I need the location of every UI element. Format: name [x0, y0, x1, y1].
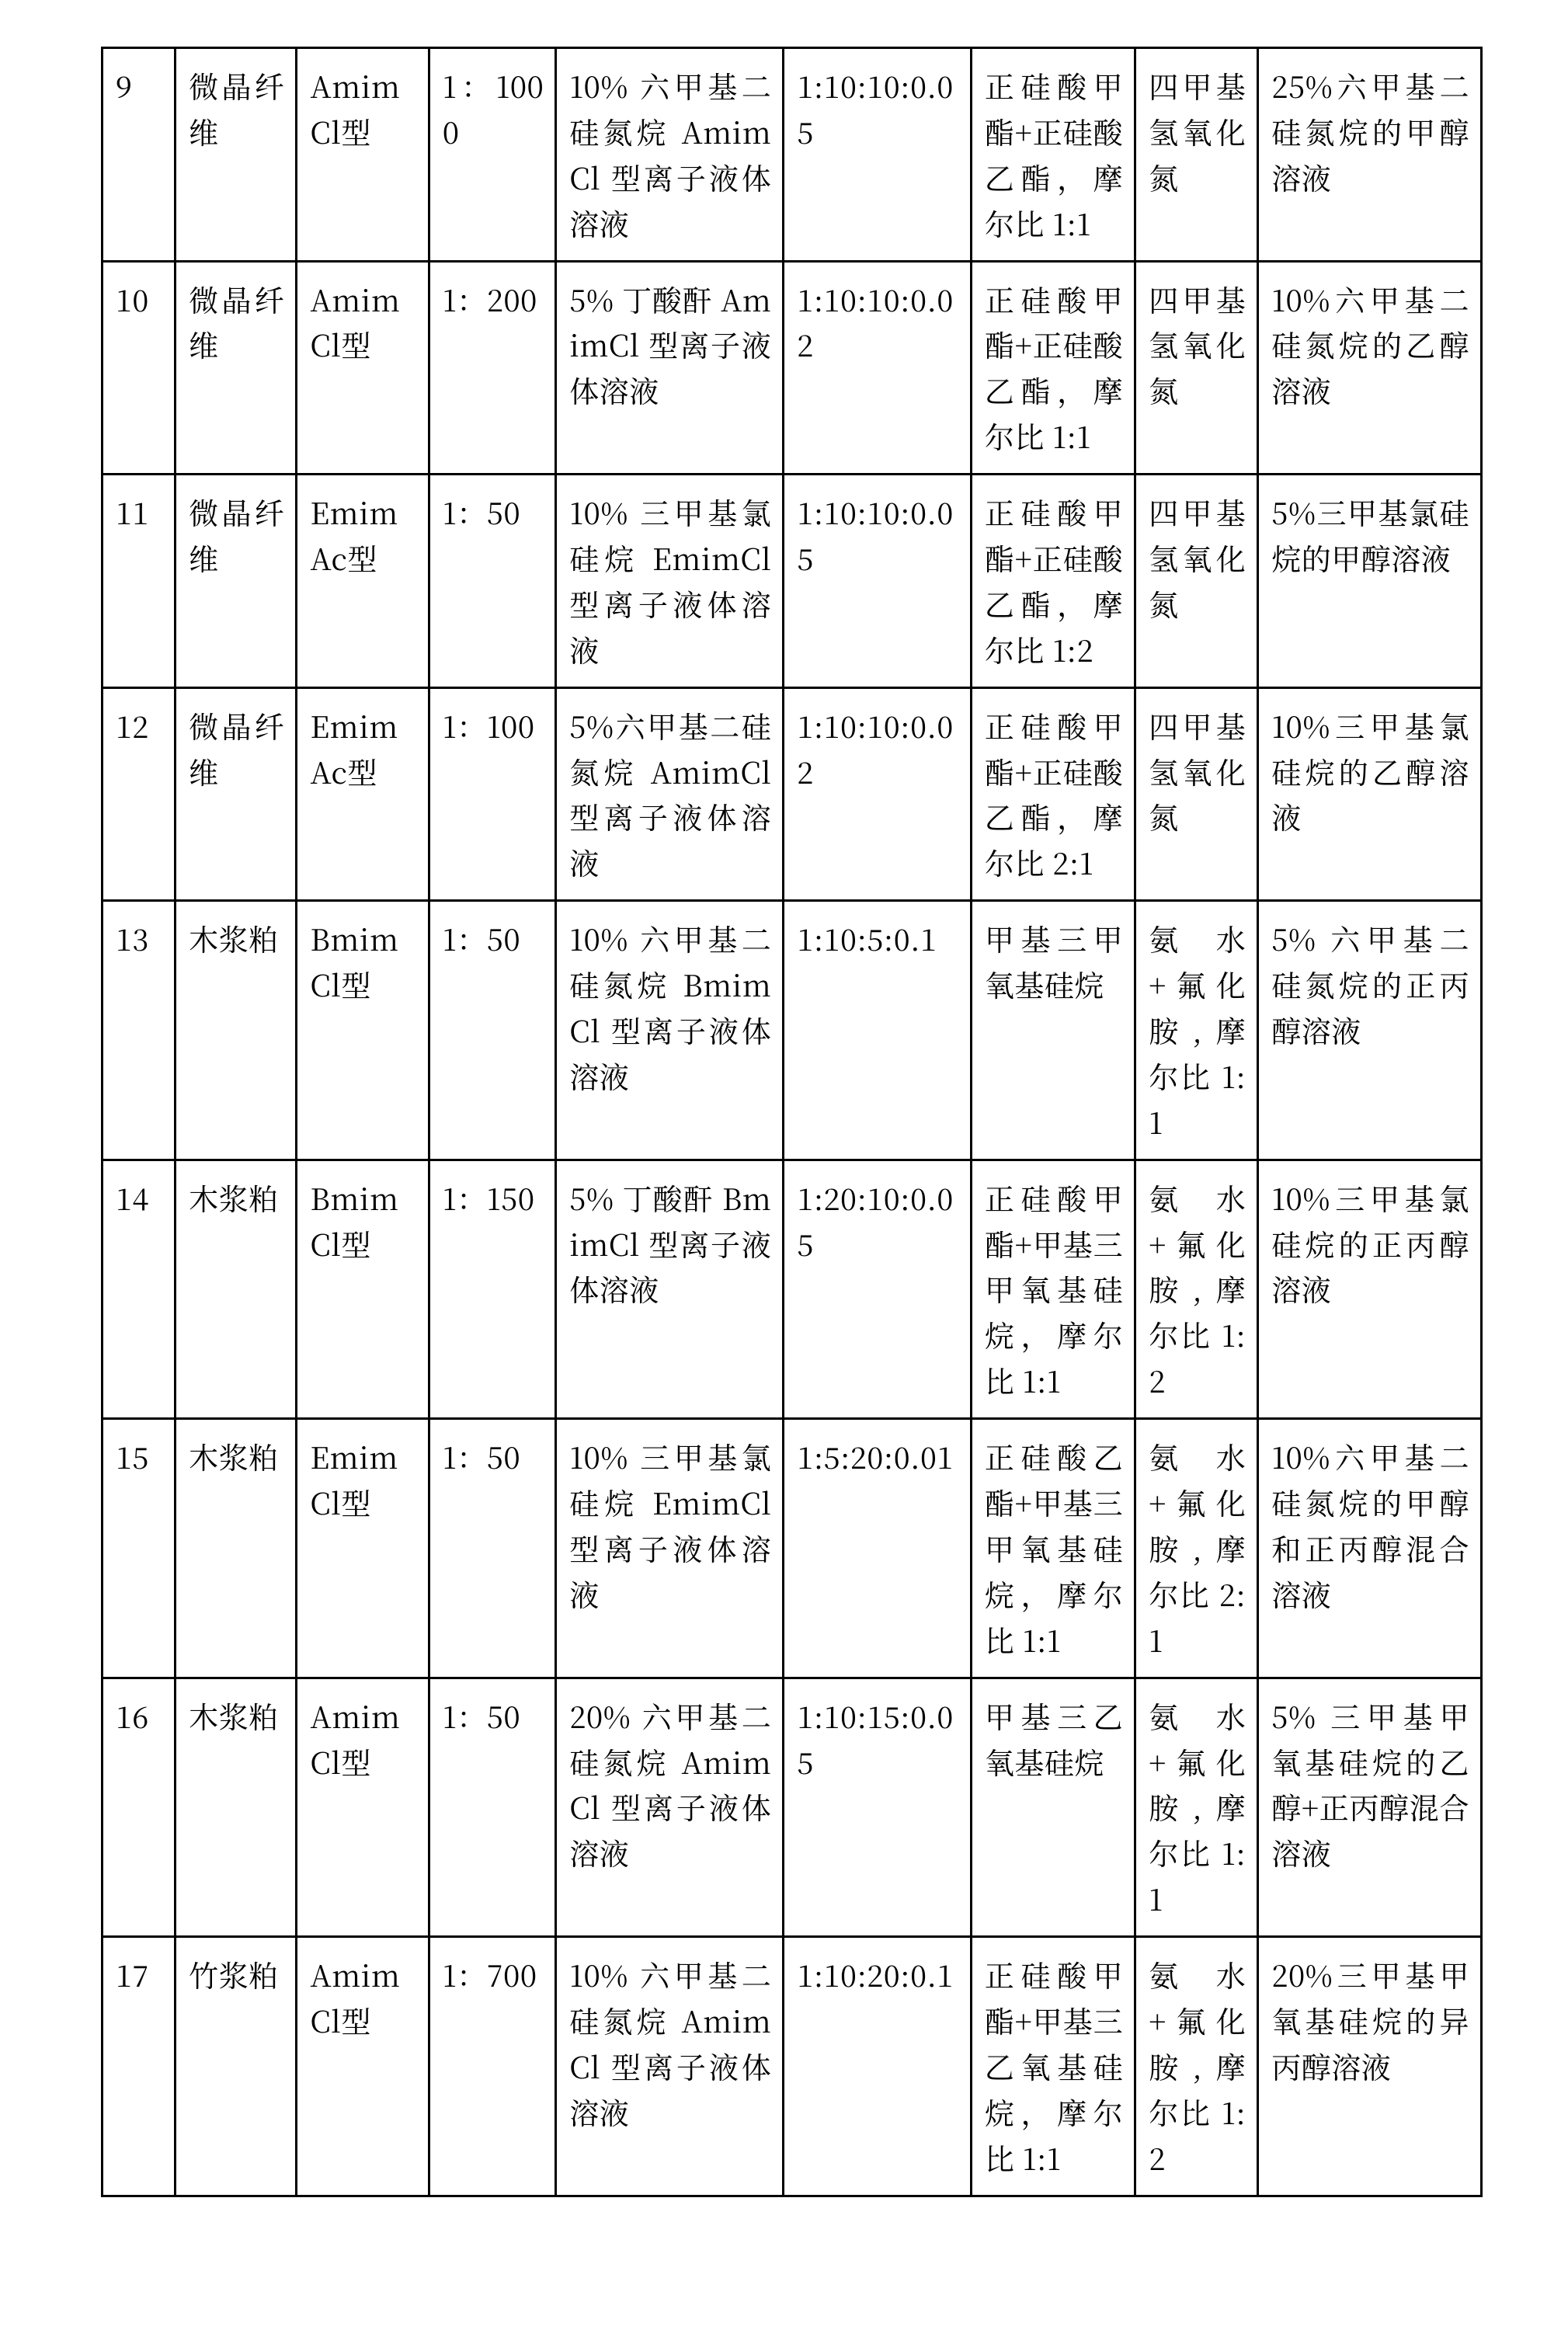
cell-il-type: EmimAc型	[297, 475, 429, 688]
table-row: 16 木浆粕 AmimCl型 1：50 20% 六甲基二硅氮烷 AmimCl 型…	[103, 1678, 1482, 1936]
cell-ratio2: 1:10:5:0.1	[784, 901, 972, 1160]
table-row: 9 微晶纤维 AmimCl型 1：1000 10% 六甲基二硅氮烷 AmimCl…	[103, 48, 1482, 262]
cell-material: 木浆粕	[176, 1160, 297, 1418]
table-row: 15 木浆粕 EmimCl型 1：50 10% 三甲基氯硅烷 EmimCl 型离…	[103, 1419, 1482, 1678]
cell-material: 微晶纤维	[176, 261, 297, 475]
table-row: 17 竹浆粕 AmimCl型 1：700 10% 六甲基二硅氮烷 AmimCl …	[103, 1937, 1482, 2196]
cell-ratio1: 1：150	[429, 1160, 555, 1418]
cell-index: 17	[103, 1937, 176, 2196]
cell-ratio1: 1：200	[429, 261, 555, 475]
cell-ratio2: 1:10:20:0.1	[784, 1937, 972, 2196]
cell-silicate: 正硅酸甲酯+甲基三乙氧基硅烷，摩尔比 1:1	[971, 1937, 1135, 2196]
table-row: 14 木浆粕 BmimCl型 1：150 5% 丁酸酐 BmimCl 型离子液体…	[103, 1160, 1482, 1418]
cell-base: 氨水+氟化胺,摩尔比 1:2	[1135, 1937, 1258, 2196]
cell-index: 12	[103, 687, 176, 901]
cell-silicate: 正硅酸甲酯+正硅酸乙酯，摩尔比 2:1	[971, 687, 1135, 901]
cell-solution: 5% 丁酸酐 AmimCl 型离子液体溶液	[556, 261, 784, 475]
cell-ratio1: 1：50	[429, 1678, 555, 1936]
cell-modifier: 5%三甲基氯硅烷的甲醇溶液	[1258, 475, 1482, 688]
cell-ratio1: 1：50	[429, 1419, 555, 1678]
cell-material: 木浆粕	[176, 1419, 297, 1678]
cell-il-type: EmimCl型	[297, 1419, 429, 1678]
cell-modifier: 5% 三甲基甲氧基硅烷的乙醇+正丙醇混合溶液	[1258, 1678, 1482, 1936]
cell-modifier: 25%六甲基二硅氮烷的甲醇溶液	[1258, 48, 1482, 262]
table-row: 11 微晶纤维 EmimAc型 1：50 10% 三甲基氯硅烷 EmimCl 型…	[103, 475, 1482, 688]
cell-material: 微晶纤维	[176, 475, 297, 688]
table-row: 13 木浆粕 BmimCl型 1：50 10% 六甲基二硅氮烷 BmimCl 型…	[103, 901, 1482, 1160]
cell-solution: 5%六甲基二硅氮烷 AmimCl 型离子液体溶液	[556, 687, 784, 901]
cell-base: 氨水+氟化胺,摩尔比 1:1	[1135, 1678, 1258, 1936]
cell-silicate: 正硅酸甲酯+正硅酸乙酯，摩尔比 1:1	[971, 261, 1135, 475]
cell-ratio1: 1：100	[429, 687, 555, 901]
cell-ratio2: 1:20:10:0.05	[784, 1160, 972, 1418]
cell-il-type: BmimCl型	[297, 1160, 429, 1418]
cell-ratio2: 1:10:15:0.05	[784, 1678, 972, 1936]
cell-base: 四甲基氢氧化氮	[1135, 261, 1258, 475]
table-row: 10 微晶纤维 AmimCl型 1：200 5% 丁酸酐 AmimCl 型离子液…	[103, 261, 1482, 475]
cell-il-type: AmimCl型	[297, 1937, 429, 2196]
cell-modifier: 20%三甲基甲氧基硅烷的异丙醇溶液	[1258, 1937, 1482, 2196]
cell-base: 氨水+氟化胺,摩尔比 1:1	[1135, 901, 1258, 1160]
cell-silicate: 正硅酸甲酯+正硅酸乙酯，摩尔比 1:1	[971, 48, 1135, 262]
cell-material: 木浆粕	[176, 901, 297, 1160]
data-table: 9 微晶纤维 AmimCl型 1：1000 10% 六甲基二硅氮烷 AmimCl…	[101, 47, 1483, 2197]
table-body: 9 微晶纤维 AmimCl型 1：1000 10% 六甲基二硅氮烷 AmimCl…	[103, 48, 1482, 2196]
cell-solution: 10% 六甲基二硅氮烷 BmimCl 型离子液体溶液	[556, 901, 784, 1160]
cell-ratio2: 1:5:20:0.01	[784, 1419, 972, 1678]
cell-modifier: 10%六甲基二硅氮烷的乙醇溶液	[1258, 261, 1482, 475]
cell-index: 15	[103, 1419, 176, 1678]
cell-index: 11	[103, 475, 176, 688]
page: 9 微晶纤维 AmimCl型 1：1000 10% 六甲基二硅氮烷 AmimCl…	[0, 0, 1568, 2330]
cell-solution: 10% 三甲基氯硅烷 EmimCl 型离子液体溶液	[556, 1419, 784, 1678]
cell-modifier: 10%三甲基氯硅烷的正丙醇溶液	[1258, 1160, 1482, 1418]
cell-modifier: 10%六甲基二硅氮烷的甲醇和正丙醇混合溶液	[1258, 1419, 1482, 1678]
cell-ratio2: 1:10:10:0.05	[784, 48, 972, 262]
cell-solution: 20% 六甲基二硅氮烷 AmimCl 型离子液体溶液	[556, 1678, 784, 1936]
cell-il-type: EmimAc型	[297, 687, 429, 901]
cell-base: 四甲基氢氧化氮	[1135, 687, 1258, 901]
cell-ratio1: 1：700	[429, 1937, 555, 2196]
cell-il-type: BmimCl型	[297, 901, 429, 1160]
cell-modifier: 5% 六甲基二硅氮烷的正丙醇溶液	[1258, 901, 1482, 1160]
cell-material: 竹浆粕	[176, 1937, 297, 2196]
cell-solution: 10% 六甲基二硅氮烷 AmimCl 型离子液体溶液	[556, 1937, 784, 2196]
cell-base: 四甲基氢氧化氮	[1135, 48, 1258, 262]
cell-index: 14	[103, 1160, 176, 1418]
cell-index: 9	[103, 48, 176, 262]
cell-solution: 10% 三甲基氯硅烷 EmimCl 型离子液体溶液	[556, 475, 784, 688]
cell-solution: 10% 六甲基二硅氮烷 AmimCl 型离子液体溶液	[556, 48, 784, 262]
cell-base: 四甲基氢氧化氮	[1135, 475, 1258, 688]
cell-silicate: 甲基三甲氧基硅烷	[971, 901, 1135, 1160]
cell-index: 16	[103, 1678, 176, 1936]
cell-silicate: 正硅酸甲酯+甲基三甲氧基硅烷，摩尔比 1:1	[971, 1160, 1135, 1418]
cell-ratio2: 1:10:10:0.02	[784, 261, 972, 475]
cell-material: 微晶纤维	[176, 48, 297, 262]
cell-index: 10	[103, 261, 176, 475]
cell-ratio1: 1：50	[429, 901, 555, 1160]
cell-silicate: 正硅酸乙酯+甲基三甲氧基硅烷，摩尔比 1:1	[971, 1419, 1135, 1678]
cell-base: 氨水+氟化胺,摩尔比 1:2	[1135, 1160, 1258, 1418]
cell-ratio2: 1:10:10:0.05	[784, 475, 972, 688]
cell-ratio2: 1:10:10:0.02	[784, 687, 972, 901]
cell-il-type: AmimCl型	[297, 261, 429, 475]
cell-silicate: 甲基三乙氧基硅烷	[971, 1678, 1135, 1936]
cell-modifier: 10%三甲基氯硅烷的乙醇溶液	[1258, 687, 1482, 901]
cell-solution: 5% 丁酸酐 BmimCl 型离子液体溶液	[556, 1160, 784, 1418]
cell-il-type: AmimCl型	[297, 48, 429, 262]
cell-base: 氨水+氟化胺,摩尔比 2:1	[1135, 1419, 1258, 1678]
cell-index: 13	[103, 901, 176, 1160]
cell-il-type: AmimCl型	[297, 1678, 429, 1936]
cell-material: 微晶纤维	[176, 687, 297, 901]
cell-ratio1: 1：50	[429, 475, 555, 688]
cell-silicate: 正硅酸甲酯+正硅酸乙酯，摩尔比 1:2	[971, 475, 1135, 688]
cell-material: 木浆粕	[176, 1678, 297, 1936]
cell-ratio1: 1：1000	[429, 48, 555, 262]
table-row: 12 微晶纤维 EmimAc型 1：100 5%六甲基二硅氮烷 AmimCl 型…	[103, 687, 1482, 901]
